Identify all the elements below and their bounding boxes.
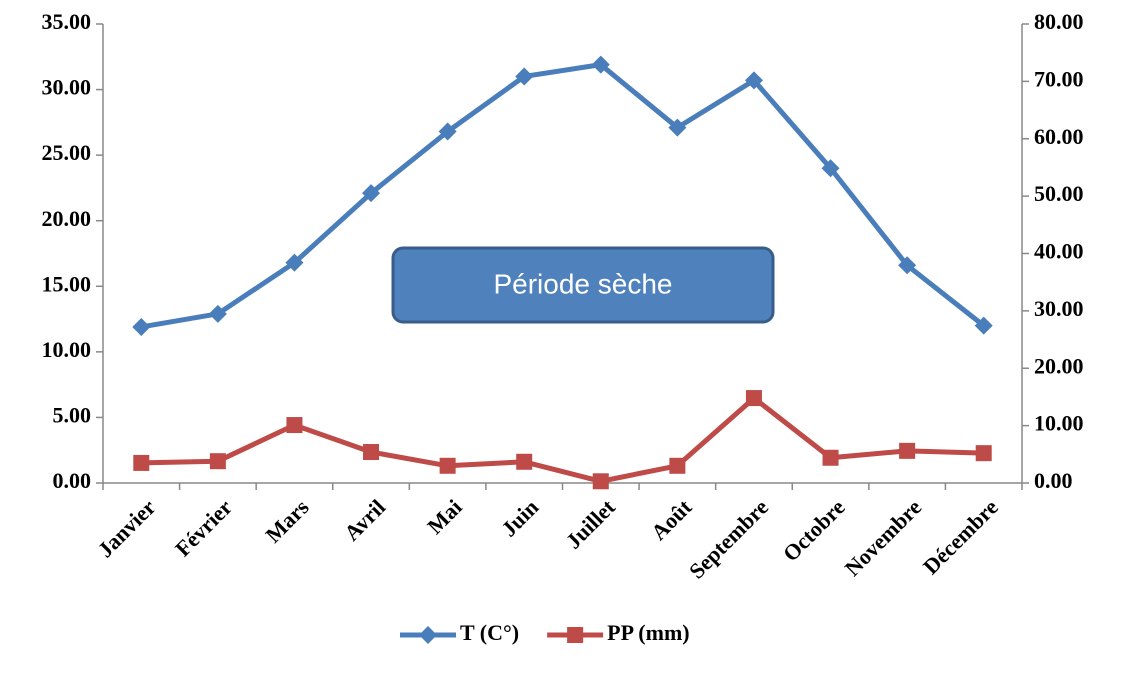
y2-tick-label: 10.00 (1034, 411, 1084, 436)
annotation-box (391, 246, 775, 324)
y2-tick-label: 80.00 (1034, 9, 1084, 34)
x-tick-label: Février (170, 494, 237, 561)
legend-marker (419, 626, 437, 644)
legend-label: T (C°) (460, 620, 519, 645)
x-tick-label: Juillet (561, 494, 621, 554)
marker (208, 304, 227, 323)
x-tick-label: Juin (496, 494, 543, 541)
y-tick-label: 10.00 (42, 337, 92, 362)
marker (285, 253, 304, 272)
y-tick-label: 25.00 (42, 140, 92, 165)
marker (974, 316, 993, 335)
x-tick-label: Janvier (93, 494, 161, 562)
marker (592, 473, 609, 490)
marker (821, 159, 840, 178)
series-line (141, 395, 984, 484)
y2-tick-label: 50.00 (1034, 181, 1084, 206)
marker (591, 55, 610, 74)
legend-label: PP (mm) (607, 620, 689, 645)
marker (822, 449, 839, 466)
marker (899, 442, 916, 459)
y-tick-label: 30.00 (42, 75, 92, 100)
x-tick-label: Avril (339, 494, 390, 545)
y2-tick-label: 30.00 (1034, 296, 1084, 321)
marker (745, 390, 762, 407)
x-tick-label: Août (646, 494, 697, 545)
marker (362, 184, 381, 203)
marker (744, 71, 763, 90)
marker (209, 453, 226, 470)
y2-tick-label: 40.00 (1034, 239, 1084, 264)
series-line (140, 62, 986, 330)
y2-tick-label: 20.00 (1034, 353, 1084, 378)
marker (898, 256, 917, 275)
marker (132, 317, 151, 336)
x-tick-label: Octobre (778, 494, 850, 566)
marker (363, 444, 380, 461)
marker (438, 122, 457, 141)
marker (975, 445, 992, 462)
y2-tick-label: 0.00 (1034, 468, 1073, 493)
x-tick-label: Mai (422, 494, 466, 538)
legend-marker (567, 627, 584, 643)
x-tick-label: Décembre (918, 494, 1003, 579)
y-tick-label: 5.00 (53, 402, 92, 427)
y-tick-label: 15.00 (42, 271, 92, 296)
y-tick-label: 20.00 (42, 206, 92, 231)
marker (516, 453, 533, 470)
marker (515, 67, 534, 86)
y2-tick-label: 60.00 (1034, 124, 1084, 149)
x-tick-label: Mars (260, 494, 313, 547)
x-tick-label: Novembre (840, 494, 927, 581)
y-tick-label: 35.00 (42, 9, 92, 34)
marker (668, 118, 687, 137)
annotation: Période sèche (493, 268, 672, 299)
marker (439, 457, 456, 474)
y-tick-label: 0.00 (53, 468, 92, 493)
y2-tick-label: 70.00 (1034, 66, 1084, 91)
marker (286, 417, 303, 434)
x-tick-label: Septembre (684, 494, 773, 583)
marker (133, 454, 150, 471)
marker (669, 457, 686, 474)
